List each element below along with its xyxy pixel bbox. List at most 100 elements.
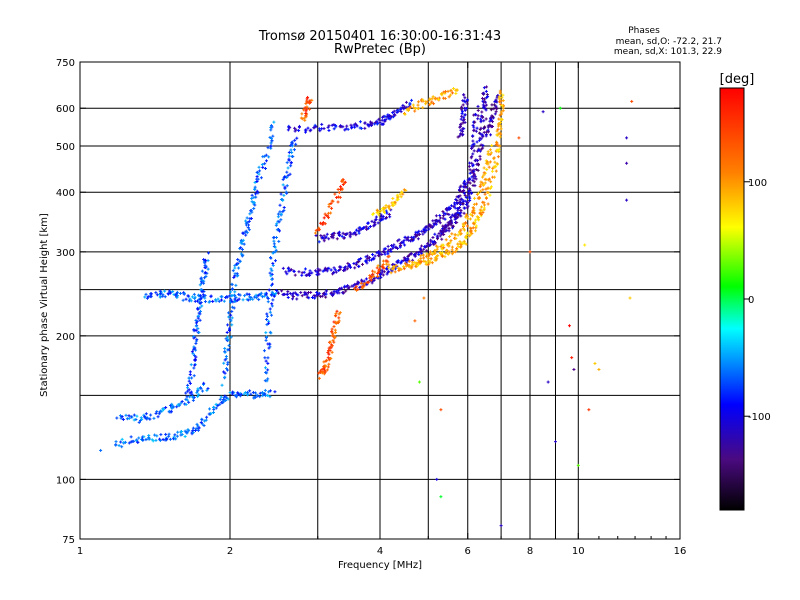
data-point [479,117,483,121]
data-point [245,221,249,225]
data-point [270,304,274,308]
data-point [475,202,479,206]
data-point [305,105,309,109]
data-point [266,300,270,304]
data-point [272,235,276,239]
data-point [335,291,339,295]
data-point [308,101,312,105]
data-point [399,110,403,114]
data-point [447,207,451,211]
data-point [316,272,320,276]
data-point [406,257,410,261]
data-point [443,227,447,231]
data-point [489,180,493,184]
data-point [389,116,393,120]
data-point [461,202,465,206]
data-point [236,258,240,262]
data-point [244,219,248,223]
colorbar-label: [deg] [720,72,755,87]
data-point [375,122,379,126]
data-point [199,276,203,280]
data-point [290,154,294,158]
data-point [306,95,310,99]
data-point [334,289,338,293]
data-point [482,203,486,207]
data-point [473,120,477,124]
data-point [175,434,179,438]
data-point [353,230,357,234]
data-point [359,257,363,261]
data-point [454,91,458,95]
data-point [195,422,199,426]
data-point [217,299,221,303]
data-point [329,291,333,295]
data-point [305,293,309,297]
data-point [199,421,203,425]
data-point [471,152,475,156]
data-point [287,157,291,161]
data-point [249,297,253,301]
data-point [170,406,174,410]
data-point [146,416,150,420]
data-point [468,168,472,172]
data-point [484,187,488,191]
data-point [238,394,242,398]
data-point [388,117,392,121]
data-point [266,368,270,372]
data-point [170,402,174,406]
data-point [214,402,218,406]
data-point [165,437,169,441]
data-point [222,396,226,400]
data-point [422,256,426,260]
data-point [196,428,200,432]
data-point [491,115,495,119]
data-point [454,212,458,216]
data-point [478,211,482,215]
data-point [326,365,330,369]
data-point [486,186,490,190]
data-point [347,286,351,290]
data-point [628,296,632,300]
data-point [482,130,486,134]
data-point [380,268,384,272]
data-point [317,293,321,297]
data-point [414,230,418,234]
data-point [348,231,352,235]
data-point [434,221,438,225]
data-point [149,413,153,417]
data-point [241,231,245,235]
data-point [263,392,267,396]
data-point [127,416,131,420]
data-point [398,192,402,196]
data-point [249,295,253,299]
data-point [267,346,271,350]
data-point [332,266,336,270]
data-point [332,123,336,127]
data-point [459,197,463,201]
data-point [189,363,193,367]
data-point [193,335,197,339]
data-point [389,208,393,212]
data-point [468,226,472,230]
data-point [273,250,277,254]
data-point [370,122,374,126]
data-point [182,291,186,295]
data-point [458,185,462,189]
data-point [464,213,468,217]
data-point [341,291,345,295]
data-point [407,238,411,242]
data-point [265,317,269,321]
data-point [470,161,474,165]
data-point [179,429,183,433]
data-point [380,118,384,122]
data-point [269,293,273,297]
data-point [380,252,384,256]
data-point [219,298,223,302]
data-point [364,255,368,259]
data-point [430,100,434,104]
data-point [132,439,136,443]
data-point [188,395,192,399]
data-point [433,249,437,253]
data-point [193,363,197,367]
data-point [489,108,493,112]
